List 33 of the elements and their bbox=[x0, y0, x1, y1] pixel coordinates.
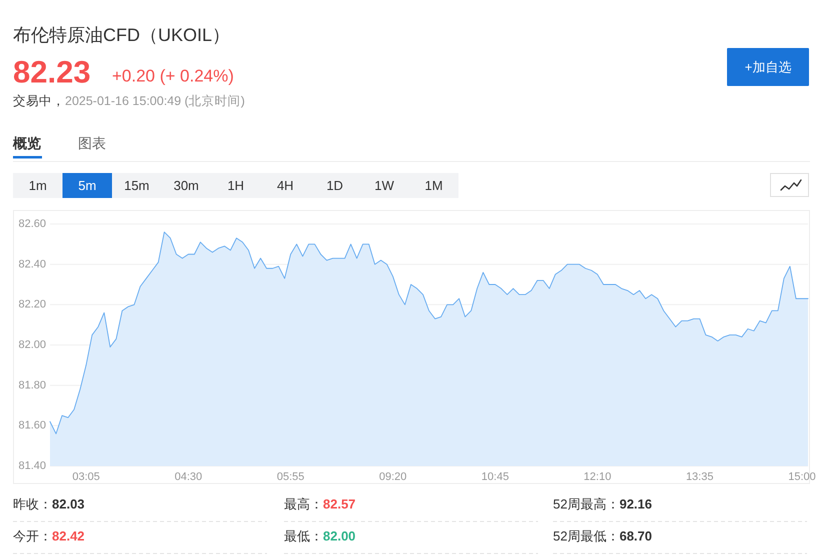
x-tick-label: 09:20 bbox=[379, 471, 407, 483]
text: 82.23 bbox=[13, 54, 91, 90]
y-tick-label: 81.60 bbox=[18, 420, 46, 432]
text: 82.42 bbox=[52, 528, 85, 544]
x-tick-label: 12:10 bbox=[584, 471, 612, 483]
text: 交易中， bbox=[13, 93, 65, 108]
y-tick-label: 82.20 bbox=[18, 298, 46, 311]
x-tick-label: 10:45 bbox=[481, 471, 509, 483]
text: 52周最低： bbox=[553, 528, 620, 544]
x-tick-label: 05:55 bbox=[276, 471, 304, 483]
y-tick-label: 81.40 bbox=[18, 460, 46, 472]
text: 52周最高： bbox=[553, 496, 620, 512]
text: 最高： bbox=[284, 496, 323, 512]
text: 68.70 bbox=[619, 528, 652, 544]
text: 82.03 bbox=[52, 496, 85, 512]
text: 最低： bbox=[284, 528, 323, 544]
x-tick-label: 04:30 bbox=[174, 471, 202, 483]
x-tick-label: 15:00 bbox=[788, 471, 816, 483]
y-tick-label: 82.00 bbox=[18, 339, 46, 351]
y-tick-label: 81.80 bbox=[18, 379, 46, 392]
text: +0.20 (+ 0.24%) bbox=[112, 66, 234, 86]
text: 92.16 bbox=[619, 496, 652, 512]
button-add: +加自选 bbox=[727, 48, 809, 86]
text: 昨收： bbox=[13, 496, 52, 512]
x-tick-label: 03:05 bbox=[72, 471, 100, 483]
chart-title: 布伦特原油CFD（UKOIL） bbox=[13, 25, 230, 45]
text: 82.57 bbox=[323, 496, 356, 512]
text: 82.00 bbox=[323, 528, 356, 544]
x-tick-label: 13:35 bbox=[686, 471, 714, 483]
text: 2025-01-16 15:00:49 (北京时间) bbox=[65, 94, 245, 108]
y-tick-label: 82.60 bbox=[18, 218, 46, 230]
text: 今开： bbox=[13, 528, 52, 544]
y-tick-label: 82.40 bbox=[18, 258, 46, 270]
